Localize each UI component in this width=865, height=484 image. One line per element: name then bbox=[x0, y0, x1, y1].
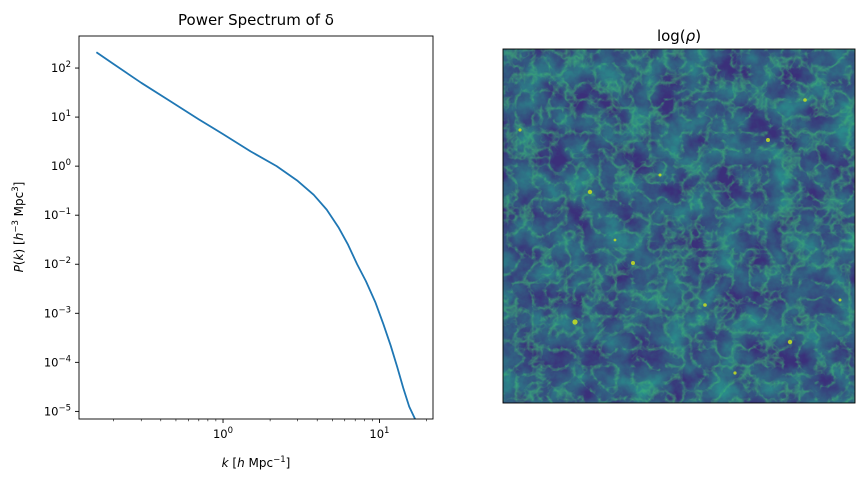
y-tick-label: 101 bbox=[51, 109, 71, 124]
x-tick-labels: 100 101 bbox=[213, 419, 389, 441]
density-knot bbox=[587, 189, 593, 195]
density-field-image bbox=[503, 49, 855, 403]
power-spectrum-line bbox=[95, 51, 417, 419]
density-knot bbox=[787, 339, 793, 345]
density-knot bbox=[613, 238, 617, 242]
density-knot bbox=[703, 303, 707, 307]
power-spectrum-axes-frame bbox=[78, 35, 434, 420]
density-knot bbox=[631, 261, 635, 265]
density-knot bbox=[803, 98, 807, 102]
density-knot bbox=[658, 173, 662, 177]
y-tick-label: 102 bbox=[51, 60, 71, 75]
power-spectrum-plot: Power Spectrum of δ 10−5 10−4 10−3 10−2 10−1… bbox=[11, 11, 434, 470]
density-field-plot: log(ρ) bbox=[502, 27, 856, 404]
power-spectrum-title: Power Spectrum of δ bbox=[178, 11, 334, 29]
y-tick-label: 10−5 bbox=[44, 403, 71, 418]
y-tick-label: 10−3 bbox=[44, 305, 71, 320]
x-tick-label: 101 bbox=[369, 426, 389, 441]
y-tick-label: 100 bbox=[51, 158, 71, 173]
density-knot bbox=[572, 319, 578, 325]
x-tick-label: 100 bbox=[213, 426, 233, 441]
density-knot bbox=[838, 298, 842, 302]
density-field-title: log(ρ) bbox=[657, 27, 701, 45]
y-tick-label: 10−4 bbox=[44, 354, 71, 369]
bright-knots bbox=[518, 98, 842, 375]
x-axis-label: k [h Mpc−1] bbox=[222, 455, 291, 470]
y-tick-label: 10−1 bbox=[44, 207, 71, 222]
density-knot bbox=[518, 128, 522, 132]
density-knot bbox=[733, 371, 737, 375]
density-field-frame bbox=[502, 48, 856, 404]
y-tick-label: 10−2 bbox=[44, 256, 71, 271]
y-tick-labels: 10−5 10−4 10−3 10−2 10−1 100 101 102 bbox=[44, 60, 79, 418]
y-axis-label: P(k) [h−3 Mpc3] bbox=[11, 182, 26, 273]
density-knot bbox=[766, 138, 770, 142]
